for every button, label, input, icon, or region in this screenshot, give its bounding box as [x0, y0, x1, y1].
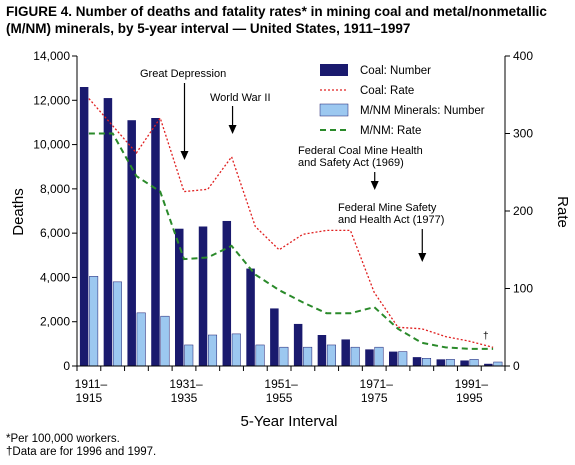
y-tick-label-left: 6,000: [40, 226, 70, 240]
bar-mnm-number: [112, 281, 122, 367]
bar-coal-number: [293, 323, 303, 366]
bars-layer: [79, 87, 503, 367]
legend-label: Coal: Number: [360, 65, 431, 77]
bar-mnm-number: [160, 315, 170, 367]
legend: Coal: Number Coal: Rate M/NM Minerals: Num…: [319, 64, 485, 137]
title-line-2: (M/NM) minerals, by 5-year interval — Un…: [6, 21, 411, 36]
bar-mnm-number: [136, 312, 146, 367]
annotation-arrow-head: [228, 125, 237, 134]
bar-coal-number: [341, 339, 350, 366]
y-axis-right-label: Rate: [554, 196, 571, 228]
footnote-rate: *Per 100,000 workers.: [6, 433, 120, 445]
annotation-arrow-head: [418, 253, 427, 262]
y-tick-label-left: 12,000: [33, 93, 70, 107]
bar-mnm-number: [350, 346, 360, 367]
bar-mnm-number: [445, 359, 455, 367]
annotation-mine-act: Federal Mine Safety and Health Act (1977…: [338, 202, 444, 226]
bar-coal-number: [222, 220, 232, 366]
bar-coal-number: [103, 98, 113, 367]
line-mnm-rate: [88, 132, 494, 350]
annotation-mine-act-line2: and Health Act (1977): [338, 214, 445, 226]
dagger-mark: †: [483, 331, 489, 342]
x-axis-label: 5-Year Interval: [240, 413, 337, 430]
axes-layer: 0 2,000 4,000 6,000 8,000 10,000 12,000 14,000 0…: [33, 49, 533, 405]
x-tick-label: 1911–: [75, 377, 108, 391]
bar-coal-number: [198, 226, 208, 366]
legend-label: M/NM: Rate: [360, 125, 421, 137]
y-axis-left-label: Deaths: [10, 188, 27, 236]
chart-title: FIGURE 4. Number of deaths and fatality …: [6, 3, 566, 37]
annotation-mine-act-line1: Federal Mine Safety: [338, 202, 437, 214]
y-tick-label-left: 8,000: [40, 182, 70, 196]
bar-coal-number: [317, 335, 327, 366]
bar-mnm-number: [398, 351, 408, 367]
x-tick-label: 1971–: [360, 377, 394, 391]
y-tick-label-left: 4,000: [40, 270, 70, 284]
annotation-coal-act: Federal Coal Mine Health and Safety Act …: [298, 145, 423, 169]
bar-coal-number: [365, 349, 374, 366]
bar-mnm-number: [279, 346, 289, 367]
bar-coal-number: [436, 359, 446, 366]
x-tick-label: 1915: [76, 391, 103, 405]
bar-coal-number: [79, 87, 89, 366]
y-tick-label-right: 0: [513, 359, 520, 373]
x-tick-label: 1935: [171, 391, 198, 405]
y-tick-label-right: 400: [513, 49, 533, 63]
legend-swatch-mnm-number: [319, 103, 349, 117]
bar-coal-number: [175, 228, 184, 366]
legend-label: Coal: Rate: [360, 85, 414, 97]
line-coal-rate: [88, 98, 494, 349]
bar-coal-number: [246, 268, 255, 366]
annotation-arrow-head: [370, 181, 379, 190]
y-tick-label-right: 200: [513, 204, 533, 218]
x-tick-label: 1931–: [169, 377, 203, 391]
bar-mnm-number: [326, 344, 336, 367]
bar-mnm-number: [374, 346, 384, 367]
bar-mnm-number: [469, 359, 479, 367]
bar-mnm-number: [255, 344, 265, 367]
bar-mnm-number: [231, 333, 241, 367]
y-tick-label-left: 10,000: [33, 138, 70, 152]
lines-layer: [88, 98, 494, 350]
x-tick-label: 1951–: [264, 377, 298, 391]
y-tick-label-left: 14,000: [33, 49, 70, 63]
y-tick-label-right: 300: [513, 127, 533, 141]
annotation-great-depression: Great Depression: [140, 68, 227, 80]
bar-coal-number: [460, 360, 469, 366]
bar-mnm-number: [184, 344, 194, 367]
title-line-1: FIGURE 4. Number of deaths and fatality …: [6, 4, 547, 19]
bar-mnm-number: [89, 276, 99, 367]
x-tick-label: 1975: [361, 391, 388, 405]
bar-mnm-number: [493, 361, 503, 367]
legend-swatch-coal-number: [320, 64, 348, 76]
bar-coal-number: [127, 120, 136, 366]
bar-mnm-number: [208, 334, 218, 367]
bar-coal-number: [412, 357, 422, 366]
footnote-dagger: †Data are for 1996 and 1997.: [6, 446, 157, 458]
annotation-coal-act-line2: and Safety Act (1969): [298, 157, 404, 169]
x-tick-label: 1995: [456, 391, 483, 405]
y-tick-label-right: 100: [513, 282, 533, 296]
bar-coal-number: [270, 308, 279, 366]
y-tick-label-left: 2,000: [40, 315, 70, 329]
bar-mnm-number: [303, 346, 313, 367]
annotation-world-war-ii: World War II: [210, 92, 271, 104]
bar-coal-number: [151, 118, 160, 366]
annotation-coal-act-line1: Federal Coal Mine Health: [298, 145, 423, 157]
bar-mnm-number: [422, 358, 432, 367]
x-tick-label: 1955: [266, 391, 293, 405]
legend-label: M/NM Minerals: Number: [360, 105, 485, 117]
annotation-arrow-head: [180, 151, 189, 160]
annotation-arrows: [180, 83, 427, 262]
bar-coal-number: [484, 363, 493, 366]
bar-coal-number: [389, 351, 398, 366]
y-tick-label-left: 0: [63, 359, 70, 373]
x-tick-label: 1991–: [455, 377, 489, 391]
